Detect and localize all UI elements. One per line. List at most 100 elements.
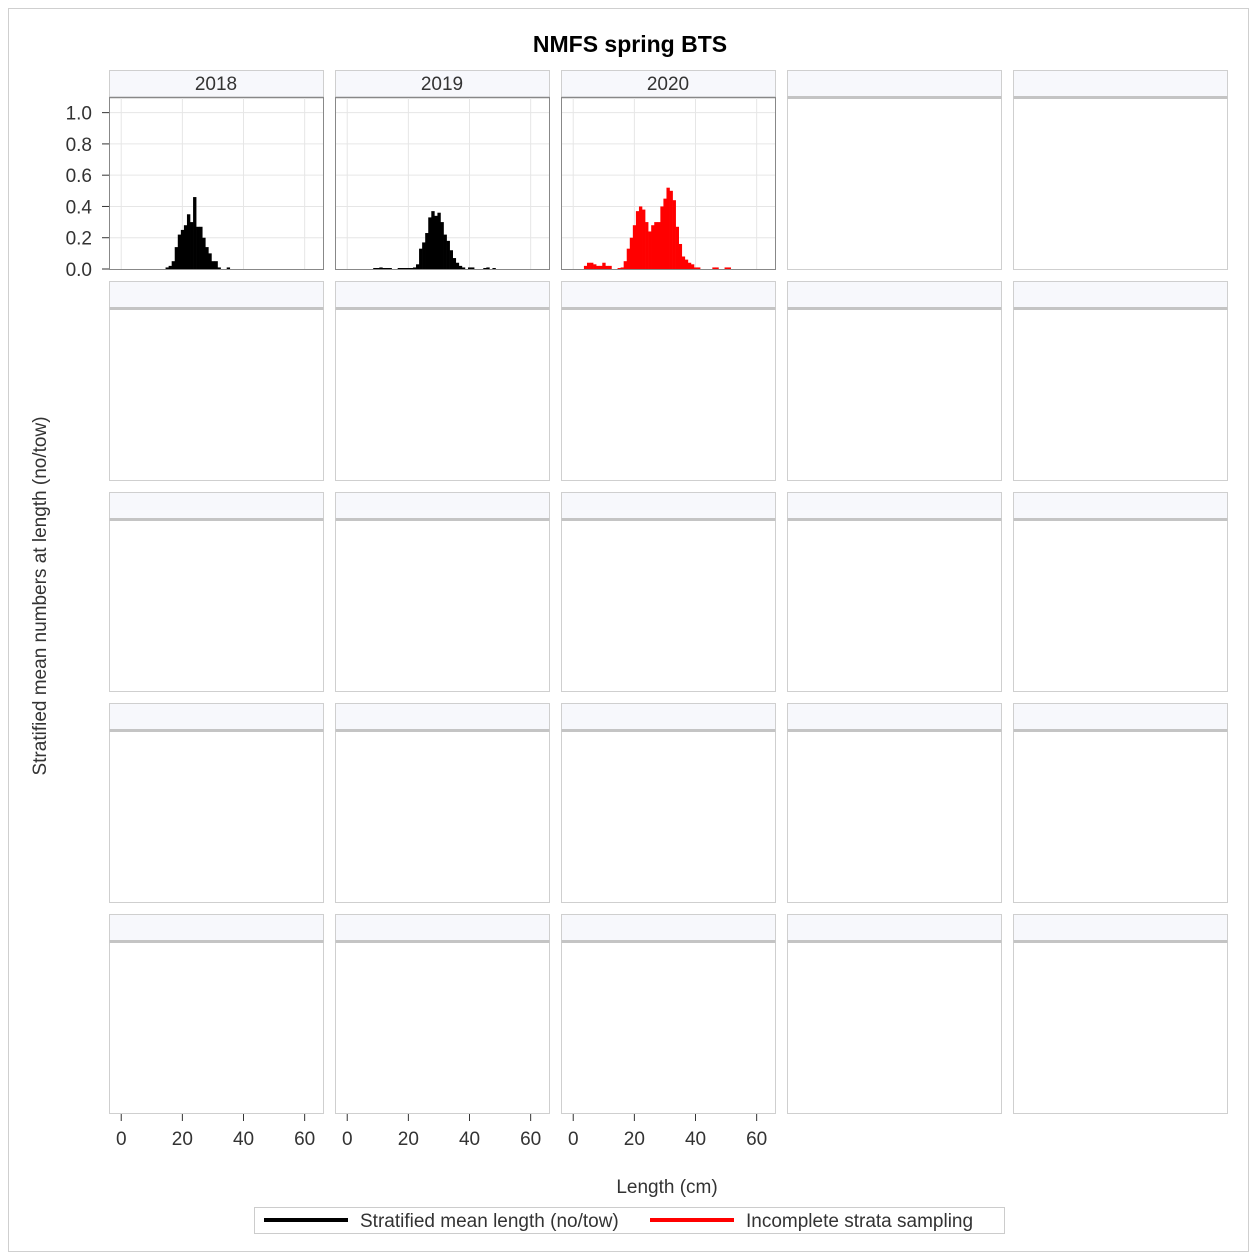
x-tick-label: 0 — [568, 1129, 579, 1150]
bar — [675, 226, 679, 269]
bar — [583, 265, 588, 269]
panel-plot-area — [561, 730, 776, 903]
bar — [434, 215, 438, 269]
panel-header — [787, 914, 1002, 942]
panel-plot-area — [335, 730, 550, 903]
panel-header — [335, 703, 550, 731]
bar — [416, 264, 420, 269]
panel-plot-area — [335, 308, 550, 481]
panel-header — [109, 492, 324, 520]
y-axis: 0.0 0.2 0.4 0.6 0.8 1.0 — [66, 104, 109, 281]
panel-16 — [109, 703, 324, 903]
x-tick-label: 60 — [294, 1129, 315, 1150]
bar — [666, 187, 670, 269]
panel-header — [335, 70, 550, 98]
bar — [623, 261, 628, 269]
panel-header — [1013, 281, 1228, 309]
panel-plot-area — [109, 730, 324, 903]
bar — [382, 268, 386, 269]
x-tick-label: 0 — [342, 1129, 353, 1150]
bar — [663, 198, 667, 269]
panel-header — [335, 492, 550, 520]
x-tick-label: 60 — [746, 1129, 767, 1150]
bar — [186, 214, 191, 269]
bar — [379, 267, 383, 269]
bar — [171, 261, 176, 269]
panel-frame — [335, 97, 550, 270]
panel-header — [109, 914, 324, 942]
y-tick-label: 0.4 — [66, 197, 93, 218]
panel-19 — [787, 703, 1002, 903]
x-tick-label: 20 — [172, 1129, 193, 1150]
bar — [412, 267, 417, 269]
panel-label: 2019 — [421, 74, 463, 95]
panel-10 — [1013, 281, 1228, 481]
panel-2: 2019 — [335, 70, 550, 270]
panel-plot-area — [1013, 941, 1228, 1114]
x-axis-label: Length (cm) — [616, 1177, 717, 1198]
bar — [638, 206, 643, 269]
x-tick-label: 20 — [624, 1129, 645, 1150]
panel-3: 2020 — [561, 70, 776, 270]
bar — [406, 268, 411, 269]
bar — [385, 268, 389, 269]
bar — [443, 234, 447, 269]
panel-15 — [1013, 492, 1228, 692]
panel-plot-area — [1013, 308, 1228, 481]
panel-plot-area — [1013, 97, 1228, 270]
panel-11 — [109, 492, 324, 692]
panel-plot-area — [109, 308, 324, 481]
panel-header — [561, 281, 776, 309]
panel-header — [335, 914, 550, 942]
bar — [687, 262, 692, 269]
bar — [602, 262, 606, 269]
bar — [440, 222, 444, 269]
bar — [177, 234, 182, 269]
panel-frame — [561, 97, 776, 270]
panel-plot-area — [335, 941, 550, 1114]
bar — [672, 200, 676, 269]
bar — [626, 248, 631, 269]
bar — [486, 267, 490, 269]
bar — [428, 217, 432, 269]
bar — [388, 268, 392, 269]
bar — [449, 250, 453, 269]
panel-header — [1013, 914, 1228, 942]
bar — [620, 267, 624, 269]
panel-plot-area — [787, 519, 1002, 692]
x-tick-label: 40 — [685, 1129, 706, 1150]
bar — [697, 267, 701, 269]
bar — [660, 206, 664, 269]
bar — [617, 268, 621, 269]
panel-plot-area — [109, 519, 324, 692]
bar — [183, 225, 188, 269]
y-tick-label: 0.6 — [66, 166, 92, 187]
x-tick-label: 40 — [233, 1129, 254, 1150]
bar — [168, 265, 172, 269]
bar — [403, 268, 408, 269]
bar — [174, 247, 179, 269]
bar — [586, 262, 591, 269]
bar — [678, 243, 683, 269]
bar — [651, 225, 655, 269]
panel-plot-area — [109, 941, 324, 1114]
panel-header — [109, 703, 324, 731]
x-axes: 0 20 40 60 0 20 40 60 0 20 40 60 — [116, 1114, 767, 1150]
bar — [226, 267, 231, 269]
bar — [657, 222, 661, 269]
panel-label: 2020 — [647, 74, 689, 95]
panel-header — [109, 70, 324, 98]
bar — [629, 237, 634, 269]
bar — [431, 211, 435, 269]
x-tick-label: 40 — [459, 1129, 480, 1150]
bar — [724, 267, 728, 269]
panel-plot-area — [787, 941, 1002, 1114]
bar — [635, 211, 640, 269]
bar — [422, 242, 426, 269]
bar — [373, 268, 377, 269]
panel-plot-area — [109, 97, 324, 270]
bar — [608, 265, 612, 269]
panel-plot-area — [561, 308, 776, 481]
bar — [437, 212, 441, 269]
panel-18 — [561, 703, 776, 903]
